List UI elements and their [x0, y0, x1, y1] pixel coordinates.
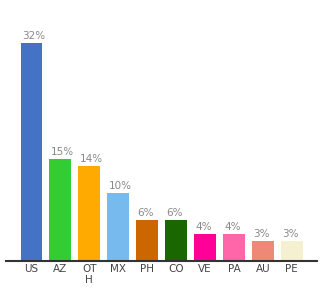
Bar — [165, 220, 187, 261]
Text: 6%: 6% — [167, 208, 183, 218]
Text: 15%: 15% — [51, 147, 74, 157]
Text: 4%: 4% — [196, 222, 212, 232]
Bar — [281, 241, 303, 261]
Bar — [223, 234, 245, 261]
Bar — [194, 234, 216, 261]
Text: 10%: 10% — [109, 181, 132, 191]
Text: 6%: 6% — [138, 208, 154, 218]
Bar — [136, 220, 158, 261]
Text: 4%: 4% — [225, 222, 241, 232]
Bar — [252, 241, 274, 261]
Bar — [50, 159, 71, 261]
Bar — [78, 166, 100, 261]
Text: 3%: 3% — [253, 229, 270, 238]
Bar — [20, 43, 42, 261]
Text: 14%: 14% — [80, 154, 103, 164]
Text: 32%: 32% — [22, 31, 45, 41]
Text: 3%: 3% — [283, 229, 299, 238]
Bar — [107, 193, 129, 261]
